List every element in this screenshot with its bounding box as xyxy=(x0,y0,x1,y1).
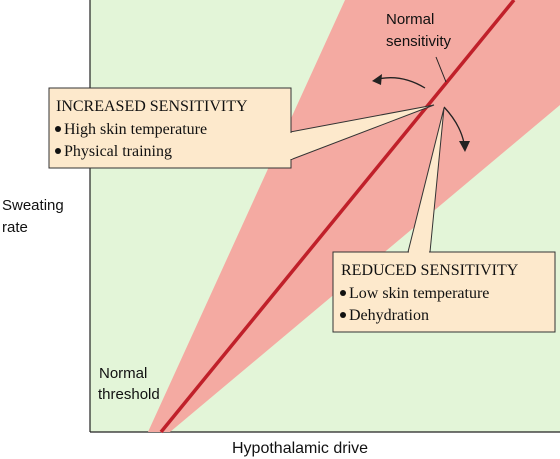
normal-sensitivity-label: sensitivity xyxy=(386,33,452,50)
increase-arrowhead xyxy=(372,74,382,85)
x-axis-label: Hypothalamic drive xyxy=(232,440,368,457)
bullet-dot xyxy=(340,290,346,296)
increased-item-2: Physical training xyxy=(64,143,172,160)
bullet-dot xyxy=(55,148,61,154)
decrease-arrowhead xyxy=(459,141,470,152)
normal-threshold-label: threshold xyxy=(98,386,160,403)
increased-sensitivity-box xyxy=(48,87,292,169)
reduced-item-2: Dehydration xyxy=(349,307,429,324)
increase-arrow xyxy=(377,77,426,89)
bullet-dot xyxy=(340,312,346,318)
normal-sensitivity-pointer xyxy=(435,56,447,83)
y-axis-label: rate xyxy=(2,219,28,236)
normal-sensitivity-line xyxy=(159,0,516,434)
reduced-item-1: Low skin temperature xyxy=(349,285,489,302)
y-axis-label: Sweating xyxy=(2,197,64,214)
increased-sensitivity-title: INCREASED SENSITIVITY xyxy=(56,98,248,115)
reduced-sensitivity-box xyxy=(332,251,556,333)
bullet-dot xyxy=(55,126,61,132)
normal-sensitivity-label: Normal xyxy=(386,11,434,28)
decrease-arrow xyxy=(443,106,465,144)
normal-threshold-label: Normal xyxy=(99,365,147,382)
reduced-sensitivity-title: REDUCED SENSITIVITY xyxy=(341,262,519,279)
increased-item-1: High skin temperature xyxy=(64,121,207,138)
